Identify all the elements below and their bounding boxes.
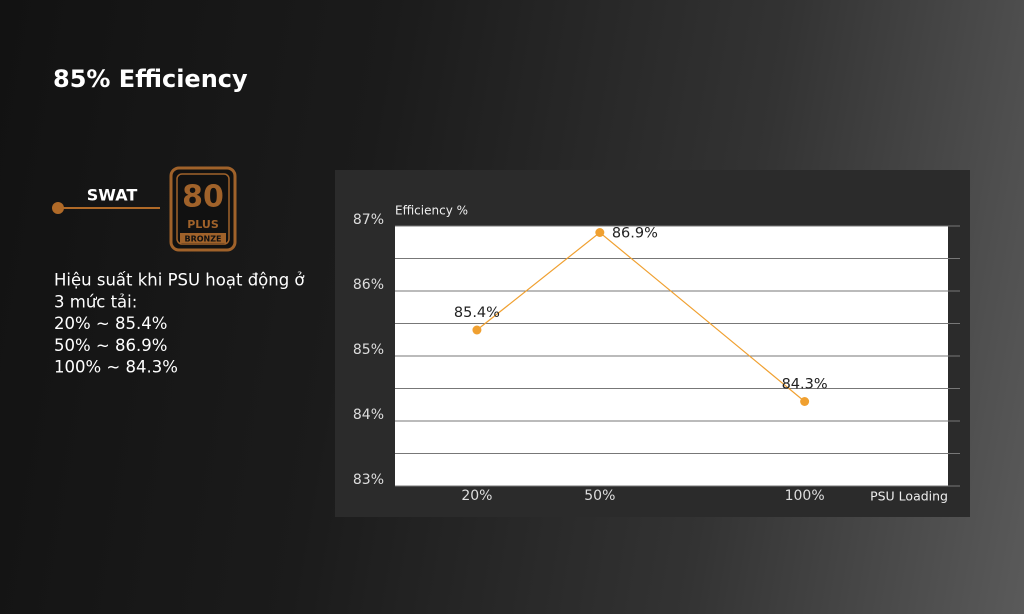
y-tick-label: 87%: [353, 212, 384, 228]
page-title: 85% Efficiency: [53, 65, 248, 93]
data-point: [595, 228, 605, 237]
x-tick-label: 100%: [785, 488, 825, 504]
badge: [169, 166, 237, 252]
data-label: 84.3%: [782, 377, 828, 393]
badge-grade: BRONZE: [184, 235, 221, 244]
y-axis-label: Efficiency %: [395, 204, 468, 218]
brand: SWAT: [87, 186, 138, 205]
y-tick-label: 85%: [353, 342, 384, 358]
description-line: 100% ~ 84.3%: [54, 358, 178, 377]
y-tick-label: 84%: [353, 407, 384, 423]
badge-number: 80: [182, 180, 224, 215]
description-line: Hiệu suất khi PSU hoạt động ở: [54, 271, 305, 290]
y-tick-label: 86%: [353, 277, 384, 293]
badge-inner: [176, 173, 230, 245]
data-point: [472, 325, 482, 335]
data-label: 86.9%: [612, 226, 658, 242]
description-line: 50% ~ 86.9%: [54, 336, 167, 355]
y-tick-label: 83%: [353, 472, 384, 488]
data-point: [800, 397, 810, 406]
description-line: 3 mức tải:: [54, 292, 137, 311]
data-label: 85.4%: [454, 305, 500, 321]
brand-dot: [52, 202, 64, 214]
badge-plus: PLUS: [187, 218, 219, 231]
x-tick-label: 20%: [461, 488, 492, 504]
x-tick-label: 50%: [584, 488, 615, 504]
description-line: 20% ~ 85.4%: [54, 314, 167, 333]
x-axis-label: PSU Loading: [870, 489, 948, 504]
badge-band: [180, 233, 226, 243]
